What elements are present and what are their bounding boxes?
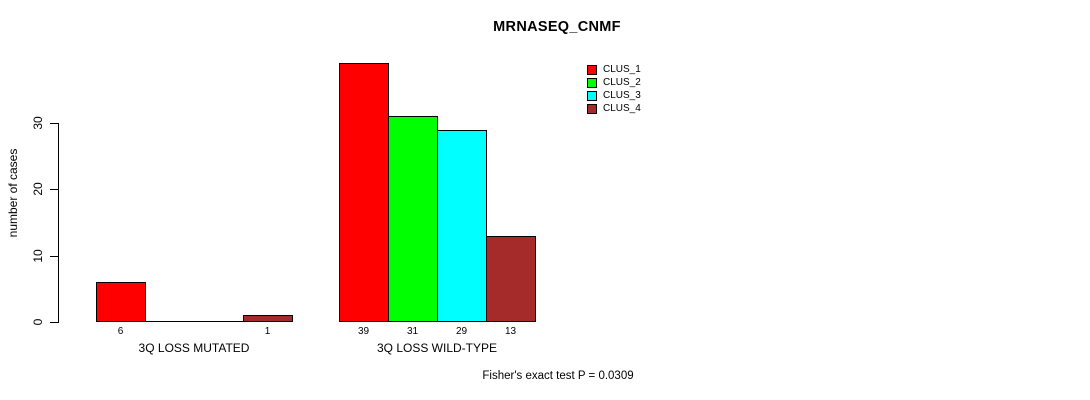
bar-clus_2-group1 [145,321,195,322]
y-tick [50,255,58,257]
legend-item: CLUS_2 [587,76,641,89]
legend: CLUS_1 CLUS_2 CLUS_3 CLUS_4 [587,63,641,115]
bar-clus_2-group2 [388,116,438,322]
bar-clus_4-group2 [486,235,536,322]
y-tick-label: 20 [31,182,45,197]
bar-value-label: 1 [264,326,271,337]
bar-clus_4-group1 [243,315,293,322]
legend-item: CLUS_4 [587,102,641,115]
legend-swatch-clus_2 [587,77,597,88]
bar-value-label: 31 [406,326,419,337]
legend-label: CLUS_1 [603,63,641,75]
legend-label: CLUS_3 [603,89,641,101]
bar-clus_3-group2 [437,129,487,322]
legend-swatch-clus_1 [587,64,597,75]
y-tick-label: 10 [31,249,45,263]
bar-clus_3-group1 [194,321,244,322]
legend-swatch-clus_3 [587,90,597,101]
bar-value-label: 39 [357,326,370,337]
annotation-text: Fisher's exact test P = 0.0309 [482,370,634,382]
chart-title: MRNASEQ_CNMF [493,19,621,35]
y-tick [50,189,58,191]
legend-label: CLUS_2 [603,76,641,88]
y-axis-line [58,123,59,323]
y-tick-label: 0 [31,318,45,326]
bar-value-label: 6 [117,326,124,337]
bar-clus_1-group1 [96,282,146,322]
x-group-label: 3Q LOSS WILD-TYPE [376,341,498,355]
y-tick-label: 30 [31,116,45,130]
y-tick [50,322,58,323]
y-tick [50,123,58,125]
bar-value-label: 13 [504,326,517,337]
y-axis-label: number of cases [6,148,20,238]
legend-item: CLUS_1 [587,63,641,76]
x-group-label: 3Q LOSS MUTATED [138,341,250,355]
legend-swatch-clus_4 [587,103,597,114]
legend-item: CLUS_3 [587,89,641,102]
legend-label: CLUS_4 [603,102,641,114]
bar-clus_1-group2 [339,63,389,322]
bar-value-label: 29 [455,326,468,337]
